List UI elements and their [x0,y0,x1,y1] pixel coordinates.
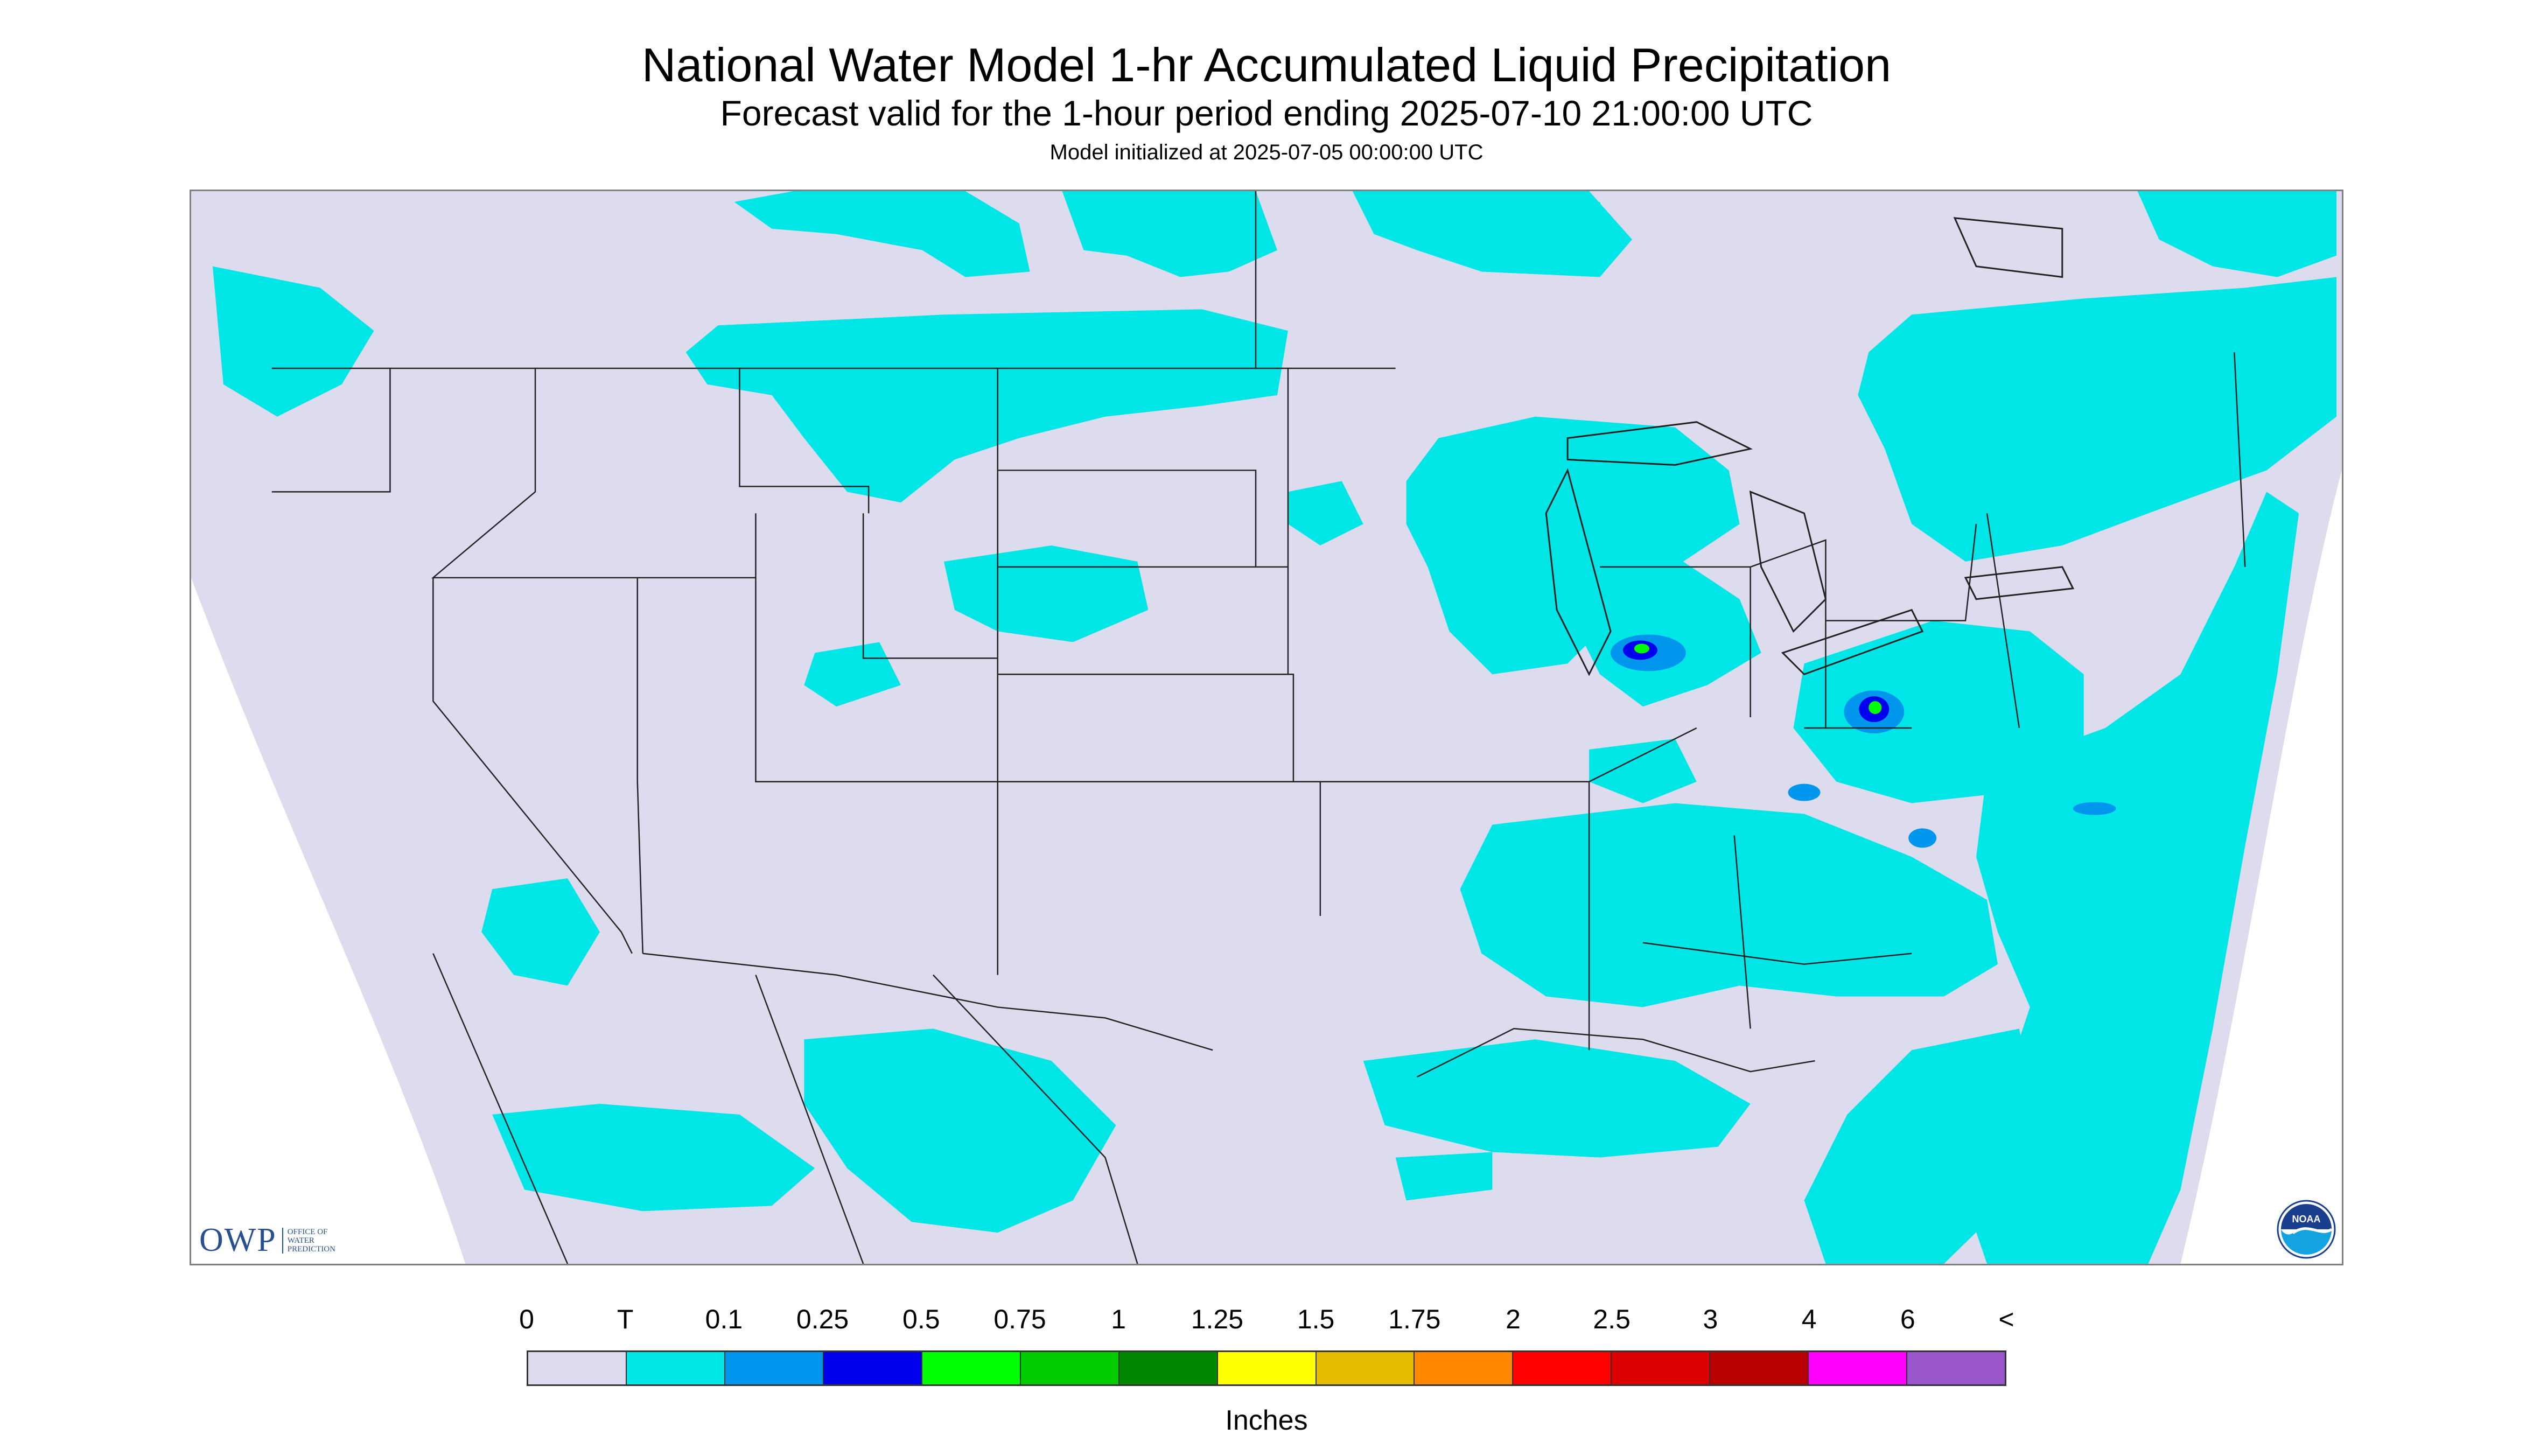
legend-swatch [1612,1352,1711,1384]
noaa-logo-text: NOAA [2292,1214,2321,1224]
owp-logo: OWP OFFICE OF WATER PREDICTION [199,1221,335,1259]
legend-tick-label: 3 [1703,1304,1718,1334]
legend-swatch [626,1352,725,1384]
forecast-valid-subtitle: Forecast valid for the 1-hour period end… [720,93,1813,133]
legend-tick-label: 0.1 [705,1304,743,1334]
owp-logo-subtext: OFFICE OF WATER PREDICTION [282,1227,335,1254]
legend-tick-label: 0 [519,1304,534,1334]
legend-swatch [1119,1352,1218,1384]
owp-logo-line: WATER [287,1236,314,1245]
owp-logo-letters: OWP [199,1222,277,1258]
great-lakes [1545,217,2075,676]
legend-tick-label: 6 [1900,1304,1915,1334]
legend-tick-label: 1.25 [1191,1304,1244,1334]
legend-tick-label: 0.75 [993,1304,1046,1334]
legend-tick-label: 4 [1801,1304,1817,1334]
noaa-logo: NOAA [2277,1200,2336,1259]
legend-swatch [922,1352,1021,1384]
legend-units-label: Inches [1225,1405,1308,1436]
legend-tick-label: < [1998,1304,2014,1334]
model-init-caption: Model initialized at 2025-07-05 00:00:00… [1049,141,1484,164]
legend-tick-label: 2.5 [1593,1304,1631,1334]
model-domain [191,191,2342,1264]
precipitation-map [190,190,2343,1265]
legend-swatch [1710,1352,1809,1384]
legend-swatch [1809,1352,1908,1384]
legend-swatch [1907,1352,2005,1384]
legend-tick-label: 1 [1111,1304,1126,1334]
legend-tick-label: 2 [1506,1304,1521,1334]
map-canvas [191,191,2342,1264]
legend-tick-label: T [617,1304,634,1334]
legend-tick-label: 1.75 [1388,1304,1441,1334]
legend-swatch [528,1352,627,1384]
legend-swatch [1217,1352,1317,1384]
owp-logo-line: PREDICTION [287,1244,335,1254]
state-and-country-borders [271,191,2246,1264]
heavy-precip-cores [1634,643,1882,715]
legend-color-bar [527,1350,2006,1386]
precip-legend: 0 T 0.1 0.25 0.5 0.75 1 1.25 1.5 1.75 2 2.5 3 4 6 < Inc… [519,1303,2014,1436]
trace-precip-areas [212,191,2337,1264]
legend-swatch [725,1352,824,1384]
legend-swatch [1415,1352,1514,1384]
legend-tick-label: 0.25 [796,1304,849,1334]
legend-swatch [1020,1352,1119,1384]
map-title: National Water Model 1-hr Accumulated Li… [641,38,1892,92]
owp-logo-line: OFFICE OF [287,1227,328,1236]
legend-swatch [1513,1352,1612,1384]
legend-tick-label: 0.5 [902,1304,940,1334]
legend-tick-label: 1.5 [1297,1304,1335,1334]
legend-swatch [823,1352,922,1384]
legend-swatch [1316,1352,1415,1384]
